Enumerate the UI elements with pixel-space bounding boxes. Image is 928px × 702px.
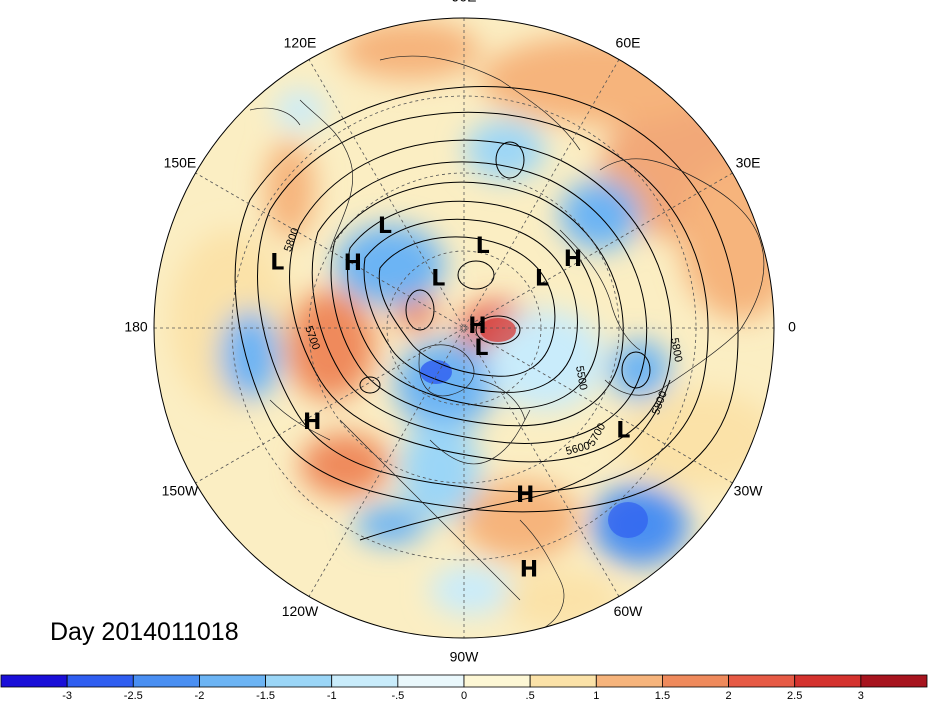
longitude-labels: 90E 60E 30E 0 30W 60W 90W 120W 150W 180 150E 120E (124, 0, 796, 665)
longitude-label: 90E (452, 0, 477, 5)
colorbar-box (397, 674, 465, 688)
map-boundary (153, 17, 775, 639)
colorbar-box (529, 674, 597, 688)
contour-label: 5500 (573, 365, 589, 391)
low-pressure-marker: L (378, 214, 392, 239)
longitude-label: 30W (734, 483, 764, 499)
colorbar-boxes (0, 674, 928, 688)
colorbar-tick-label: 1 (593, 690, 599, 702)
colorbar-box (331, 674, 399, 688)
colorbar-tick-label: 3 (858, 690, 864, 702)
graticule (154, 18, 774, 638)
date-label-prefix: Day (50, 618, 95, 646)
date-label-value: 2014011018 (101, 618, 239, 646)
longitude-label: 120E (284, 35, 317, 51)
longitude-label: 180 (124, 319, 148, 335)
colorbar-box (860, 674, 928, 688)
colorbar-tick-label: -1 (327, 690, 337, 702)
longitude-label: 90W (450, 649, 480, 665)
colorbar-box (265, 674, 333, 688)
colorbar-box (66, 674, 134, 688)
longitude-label: 30E (736, 155, 761, 171)
longitude-label: 150E (164, 155, 197, 171)
colorbar-tick-label: 2 (726, 690, 732, 702)
colorbar: -3 -2.5 -2 -1.5 -1 -.5 0 .5 1 1.5 2 2.5 3 (0, 674, 928, 702)
anomaly-field (154, 18, 774, 638)
longitude-label: 120W (282, 603, 319, 619)
colorbar-tick-label: -3 (62, 690, 72, 702)
low-pressure-marker: L (431, 267, 445, 292)
longitude-label: 60W (614, 603, 644, 619)
colorbar-box (0, 674, 68, 688)
colorbar-tick-label: 1.5 (655, 690, 670, 702)
low-pressure-marker: L (270, 251, 284, 276)
colorbar-box (199, 674, 266, 688)
colorbar-tick-label: -2.5 (124, 690, 143, 702)
low-pressure-marker: L (476, 234, 490, 259)
high-pressure-marker: H (520, 558, 538, 583)
colorbar-tick-label: 2.5 (787, 690, 802, 702)
colorbar-box (595, 674, 663, 688)
contour-label: 5800 (668, 337, 684, 363)
colorbar-tick-label: -1.5 (256, 690, 275, 702)
longitude-label: 0 (788, 319, 796, 335)
coastlines (249, 55, 765, 631)
colorbar-tick-label: -.5 (391, 690, 404, 702)
low-pressure-marker: L (535, 266, 549, 291)
longitude-label: 60E (616, 35, 641, 51)
colorbar-box (794, 674, 862, 688)
colorbar-box (662, 674, 729, 688)
colorbar-tick-label: -2 (195, 690, 205, 702)
high-pressure-marker: H (303, 410, 321, 435)
height-contours (234, 86, 739, 541)
high-pressure-marker: H (344, 251, 362, 276)
colorbar-box (132, 674, 200, 688)
high-pressure-marker: H (516, 483, 534, 508)
high-pressure-marker: H (468, 314, 486, 339)
longitude-label: 150W (162, 483, 199, 499)
colorbar-box (728, 674, 796, 688)
high-pressure-marker: H (564, 247, 582, 272)
low-pressure-marker: L (474, 336, 488, 361)
colorbar-box (463, 674, 531, 688)
date-label: Day 2014011018 (50, 618, 239, 647)
colorbar-tick-label: .5 (526, 690, 535, 702)
colorbar-tick-label: 0 (461, 690, 467, 702)
low-pressure-marker: L (616, 419, 630, 444)
colorbar-ticks: -3 -2.5 -2 -1.5 -1 -.5 0 .5 1 1.5 2 2.5 3 (62, 690, 864, 702)
